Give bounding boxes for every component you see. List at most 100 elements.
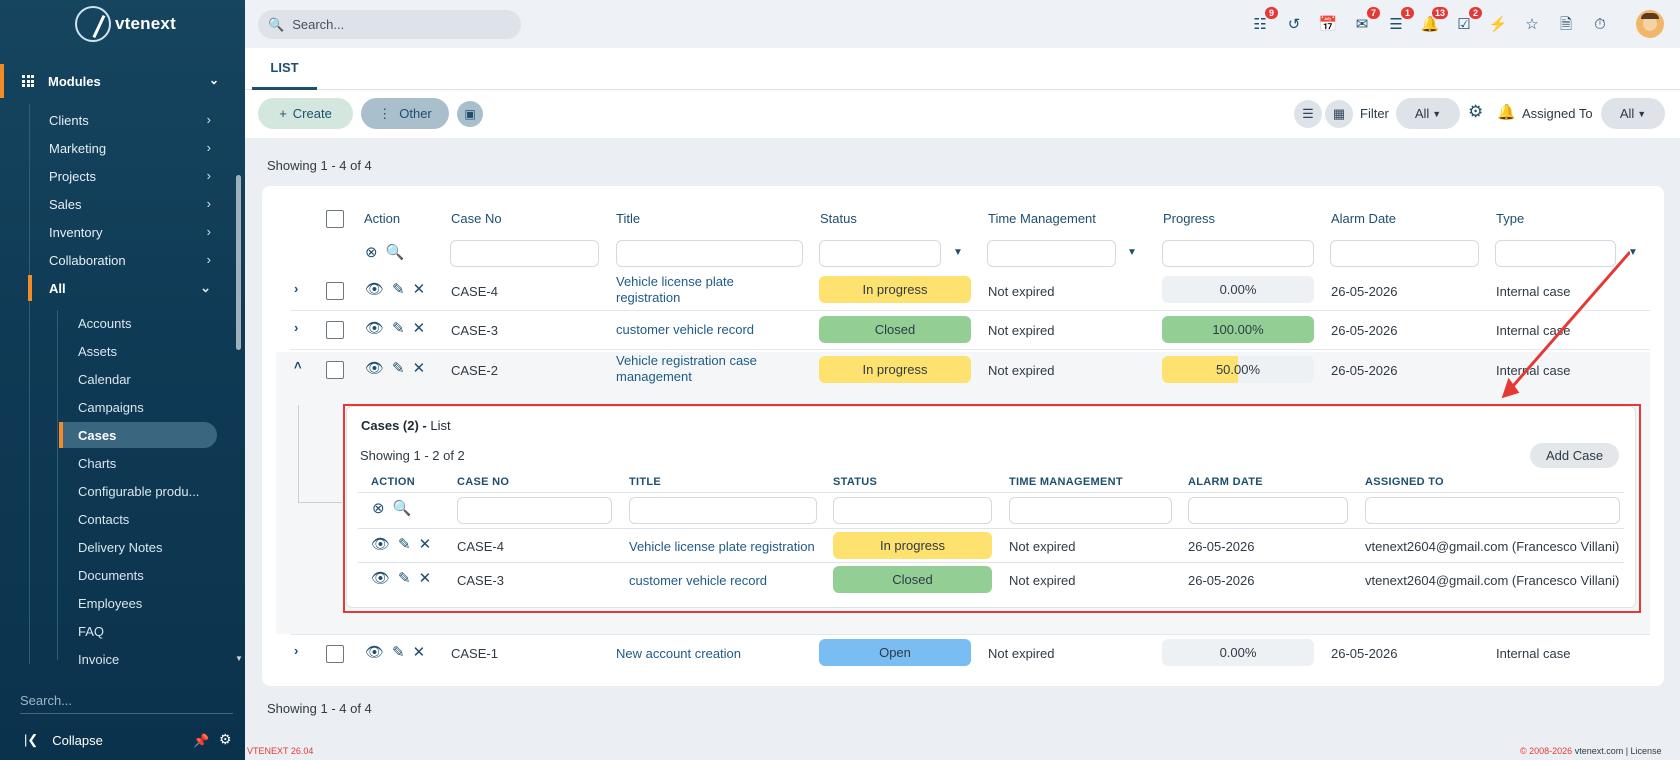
bell-icon[interactable]: 🔔 xyxy=(1497,104,1516,121)
related-header-title[interactable]: TITLE xyxy=(629,476,662,488)
collapse-row-icon[interactable]: ˄ xyxy=(294,358,302,373)
progress-filter-input[interactable] xyxy=(1162,240,1314,267)
sidebar-subitem-campaigns[interactable]: Campaigns xyxy=(59,394,217,420)
sidebar-subitem-documents[interactable]: Documents xyxy=(59,562,217,588)
sidebar-subitem-calendar[interactable]: Calendar xyxy=(59,366,217,392)
related-header-time-management[interactable]: TIME MANAGEMENT xyxy=(1009,476,1123,488)
sidebar-item-projects[interactable]: Projects › xyxy=(49,163,219,189)
time-filter-select[interactable] xyxy=(987,240,1116,267)
view-icon[interactable]: 👁 xyxy=(371,570,391,587)
column-header-progress[interactable]: Progress xyxy=(1163,211,1216,226)
timer-icon[interactable]: ⏱ xyxy=(1594,16,1606,33)
delete-icon[interactable]: ✕ xyxy=(412,644,426,661)
bell-icon[interactable]: 🔔 13 xyxy=(1420,7,1448,35)
create-button[interactable]: + Create xyxy=(258,98,353,129)
delete-icon[interactable]: ✕ xyxy=(412,281,426,298)
logo[interactable]: vtenext xyxy=(75,6,176,42)
related-header-alarm-date[interactable]: ALARM DATE xyxy=(1188,476,1263,488)
view-icon[interactable]: 👁 xyxy=(365,320,385,337)
sidebar-subitem-delivery-notes[interactable]: Delivery Notes xyxy=(59,534,217,560)
global-search-input[interactable]: 🔍 Search... xyxy=(258,10,521,39)
delete-icon[interactable]: ✕ xyxy=(412,360,426,377)
sidebar-subitem-faq[interactable]: FAQ xyxy=(59,618,217,644)
column-header-status[interactable]: Status xyxy=(820,211,857,226)
view-icon[interactable]: 👁 xyxy=(365,360,385,377)
delete-icon[interactable]: ✕ xyxy=(418,536,432,553)
edit-icon[interactable]: ✎ xyxy=(392,360,405,377)
sidebar-scrollbar[interactable] xyxy=(236,175,241,350)
related-header-status[interactable]: STATUS xyxy=(833,476,878,488)
expand-row-icon[interactable]: › xyxy=(294,643,299,658)
row-checkbox[interactable] xyxy=(326,645,344,663)
time-filter-caret-icon[interactable]: ▼ xyxy=(1127,247,1137,258)
lightning-icon[interactable]: ⚡ xyxy=(1488,16,1508,33)
search-icon[interactable]: 🔍 xyxy=(392,500,412,517)
clear-filter-icon[interactable]: ⊗ xyxy=(365,244,378,261)
related-title-link[interactable]: customer vehicle record xyxy=(629,573,767,588)
row-checkbox[interactable] xyxy=(326,282,344,300)
row-checkbox[interactable] xyxy=(326,361,344,379)
title-link[interactable]: New account creation xyxy=(616,646,741,662)
pin-icon[interactable]: 📌 xyxy=(193,733,210,748)
sidebar-search-input[interactable]: Search... xyxy=(20,690,233,714)
sidebar-subitem-contacts[interactable]: Contacts xyxy=(59,506,217,532)
sidebar-subitem-cases[interactable]: Cases xyxy=(59,422,217,448)
sidebar-item-marketing[interactable]: Marketing › xyxy=(49,135,219,161)
title-link[interactable]: Vehicle registration case management xyxy=(616,353,757,385)
talks-icon[interactable]: ☰ 1 xyxy=(1386,7,1414,35)
sidebar-item-sales[interactable]: Sales › xyxy=(49,191,219,217)
processes-icon[interactable]: ☷ 9 xyxy=(1250,7,1278,35)
cube-icon[interactable]: ▣ xyxy=(457,101,483,127)
document-icon[interactable]: 🗎 xyxy=(1559,16,1573,33)
edit-icon[interactable]: ✎ xyxy=(398,536,411,553)
sidebar-subitem-configurable-products[interactable]: Configurable produ... xyxy=(59,478,217,504)
case-no-filter-input[interactable] xyxy=(450,240,599,267)
edit-icon[interactable]: ✎ xyxy=(398,570,411,587)
column-header-alarm-date[interactable]: Alarm Date xyxy=(1331,211,1397,226)
related-status-filter[interactable] xyxy=(833,497,992,524)
sidebar-subitem-charts[interactable]: Charts xyxy=(59,450,217,476)
history-icon[interactable]: ↺ xyxy=(1287,16,1301,33)
related-case-no-filter[interactable] xyxy=(457,497,612,524)
title-link[interactable]: Vehicle license plate registration xyxy=(616,274,734,306)
related-title-link[interactable]: Vehicle license plate registration xyxy=(629,539,815,554)
license-link[interactable]: vtenext.com | License xyxy=(1574,746,1662,756)
column-header-type[interactable]: Type xyxy=(1496,211,1525,226)
alarm-filter-input[interactable] xyxy=(1330,240,1479,267)
view-icon[interactable]: 👁 xyxy=(365,281,385,298)
clear-filter-icon[interactable]: ⊗ xyxy=(372,500,385,517)
type-filter-select[interactable] xyxy=(1495,240,1616,267)
mail-icon[interactable]: ✉ 7 xyxy=(1352,7,1380,35)
tab-list[interactable]: LIST xyxy=(252,48,317,90)
sidebar-subitem-assets[interactable]: Assets xyxy=(59,338,217,364)
related-header-case-no[interactable]: CASE NO xyxy=(457,476,510,488)
gear-icon[interactable]: ⚙ xyxy=(219,731,232,747)
collapse-button[interactable]: |❮ Collapse xyxy=(24,732,103,748)
expand-row-icon[interactable]: › xyxy=(294,320,299,335)
related-assigned-filter[interactable] xyxy=(1365,497,1620,524)
title-filter-input[interactable] xyxy=(616,240,803,267)
delete-icon[interactable]: ✕ xyxy=(418,570,432,587)
other-button[interactable]: ⋮ Other xyxy=(361,98,449,129)
view-icon[interactable]: 👁 xyxy=(365,644,385,661)
list-view-icon[interactable]: ☰ xyxy=(1294,100,1322,128)
avatar[interactable] xyxy=(1636,10,1664,38)
scroll-down-icon[interactable]: ▼ xyxy=(235,654,243,663)
todo-icon[interactable]: ☑ 2 xyxy=(1454,7,1482,35)
star-icon[interactable]: ☆ xyxy=(1525,16,1539,33)
sidebar-item-inventory[interactable]: Inventory › xyxy=(49,219,219,245)
sidebar-item-clients[interactable]: Clients › xyxy=(49,107,219,133)
type-filter-caret-icon[interactable]: ▼ xyxy=(1628,247,1638,258)
column-header-title[interactable]: Title xyxy=(616,211,641,226)
delete-icon[interactable]: ✕ xyxy=(412,320,426,337)
settings-icon[interactable]: ⚙ xyxy=(1468,102,1484,121)
filter-select[interactable]: All ▼ xyxy=(1396,98,1460,129)
calendar-icon[interactable]: 📅 xyxy=(1318,16,1338,33)
sidebar-subitem-accounts[interactable]: Accounts xyxy=(59,310,217,336)
related-header-assigned-to[interactable]: ASSIGNED TO xyxy=(1365,476,1444,488)
edit-icon[interactable]: ✎ xyxy=(392,281,405,298)
sidebar-item-collaboration[interactable]: Collaboration › xyxy=(49,247,219,273)
search-icon[interactable]: 🔍 xyxy=(385,244,405,261)
expand-row-icon[interactable]: › xyxy=(294,281,299,296)
add-case-button[interactable]: Add Case xyxy=(1530,443,1619,468)
